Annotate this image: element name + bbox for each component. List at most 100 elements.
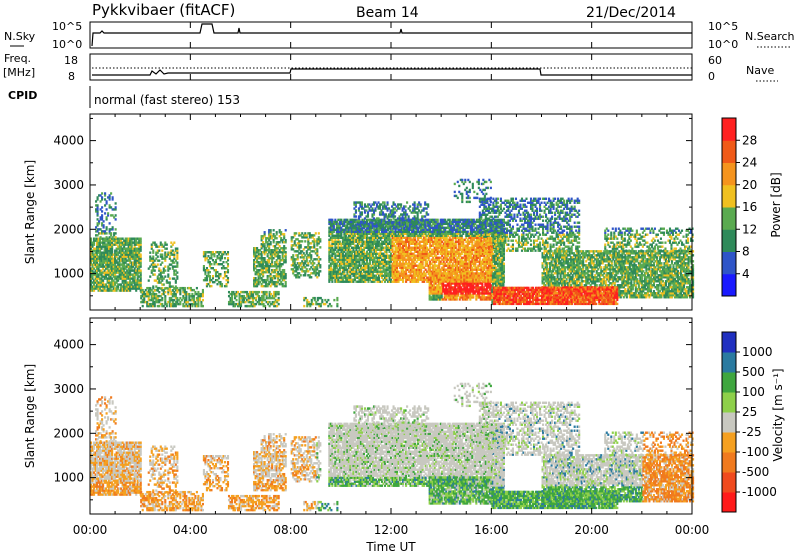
power-cell: [350, 242, 353, 245]
power-cell: [94, 253, 97, 256]
power-cell: [162, 277, 165, 280]
power-cell: [281, 268, 284, 272]
power-cell: [271, 264, 274, 268]
power-cell: [346, 258, 349, 261]
power-cell: [448, 236, 451, 240]
power-cell: [340, 278, 343, 281]
power-cell: [426, 278, 429, 281]
power-cell: [456, 226, 459, 230]
power-cell: [97, 289, 100, 292]
power-cell: [445, 222, 448, 226]
power-cell: [414, 230, 417, 234]
power-cell: [335, 258, 338, 261]
power-cell: [106, 273, 109, 276]
power-cell: [301, 262, 304, 265]
power-cell: [220, 255, 224, 258]
power-cell: [208, 264, 211, 268]
power-cell: [269, 253, 272, 256]
power-cell: [311, 272, 314, 275]
power-cell: [153, 296, 156, 300]
power-cell: [393, 278, 396, 281]
power-cell: [386, 222, 390, 226]
power-cell: [396, 262, 399, 265]
power-cell: [400, 256, 403, 259]
power-cell: [418, 278, 421, 281]
power-cell: [383, 278, 387, 281]
power-cell: [343, 262, 346, 265]
power-cell: [402, 234, 405, 238]
power-cell: [173, 292, 176, 296]
power-cell: [253, 247, 256, 250]
power-cell: [411, 258, 414, 261]
power-cell: [139, 245, 142, 248]
power-cell: [450, 228, 453, 232]
power-cell: [466, 252, 469, 255]
power-cell: [233, 302, 237, 306]
power-cell: [139, 259, 142, 262]
power-cell: [399, 232, 402, 236]
power-cell: [340, 274, 343, 277]
power-cell: [204, 259, 207, 262]
power-cell: [174, 249, 177, 252]
power-cell: [168, 251, 171, 254]
power-cell: [124, 259, 127, 262]
power-cell: [170, 259, 173, 262]
power-cell: [379, 234, 382, 238]
power-cell: [152, 257, 155, 260]
power-cell: [380, 270, 384, 273]
power-cell: [114, 236, 117, 239]
power-cell: [258, 300, 261, 304]
power-cell: [216, 282, 219, 286]
power-cell: [226, 259, 230, 262]
power-cell: [374, 256, 378, 259]
power-cell: [350, 258, 353, 261]
power-cell: [399, 244, 402, 247]
power-cell: [313, 240, 316, 243]
power-cell: [349, 218, 352, 222]
power-cell: [332, 272, 335, 275]
power-cell: [355, 252, 358, 255]
power-cell: [355, 224, 358, 228]
power-cell: [96, 273, 99, 276]
power-cell: [367, 228, 370, 232]
power-cell: [460, 262, 463, 265]
power-cell: [408, 238, 411, 242]
power-cell: [277, 241, 280, 244]
power-cell: [409, 264, 412, 267]
power-cell: [269, 274, 272, 278]
power-cell: [454, 242, 457, 245]
power-cell: [210, 278, 213, 282]
power-cell: [359, 240, 363, 243]
power-cell: [94, 273, 97, 276]
power-cell: [99, 263, 102, 266]
power-cell: [454, 220, 457, 224]
power-cell: [388, 272, 391, 275]
power-cell: [441, 266, 444, 269]
power-cell: [391, 242, 394, 245]
power-cell: [465, 220, 468, 224]
power-cell: [386, 248, 390, 251]
power-cell: [414, 272, 417, 275]
power-cell: [466, 244, 469, 247]
power-cell: [393, 272, 396, 275]
power-cell: [414, 250, 417, 253]
power-cell: [121, 237, 124, 240]
power-cell: [220, 282, 224, 286]
power-cell: [117, 285, 120, 288]
power-cell: [364, 232, 367, 236]
power-cell: [281, 276, 284, 280]
power-cell: [373, 274, 376, 277]
power-cell: [406, 266, 409, 269]
power-cell: [427, 252, 430, 255]
power-cell: [409, 268, 412, 271]
power-cell: [283, 261, 286, 264]
power-cell: [379, 226, 382, 230]
power-cell: [429, 240, 432, 243]
power-cell: [331, 258, 334, 261]
power-cell: [463, 222, 466, 226]
power-cell: [159, 271, 162, 274]
power-cell: [201, 288, 204, 292]
power-cell: [350, 234, 353, 238]
power-cell: [268, 274, 271, 278]
power-cell: [435, 224, 438, 228]
